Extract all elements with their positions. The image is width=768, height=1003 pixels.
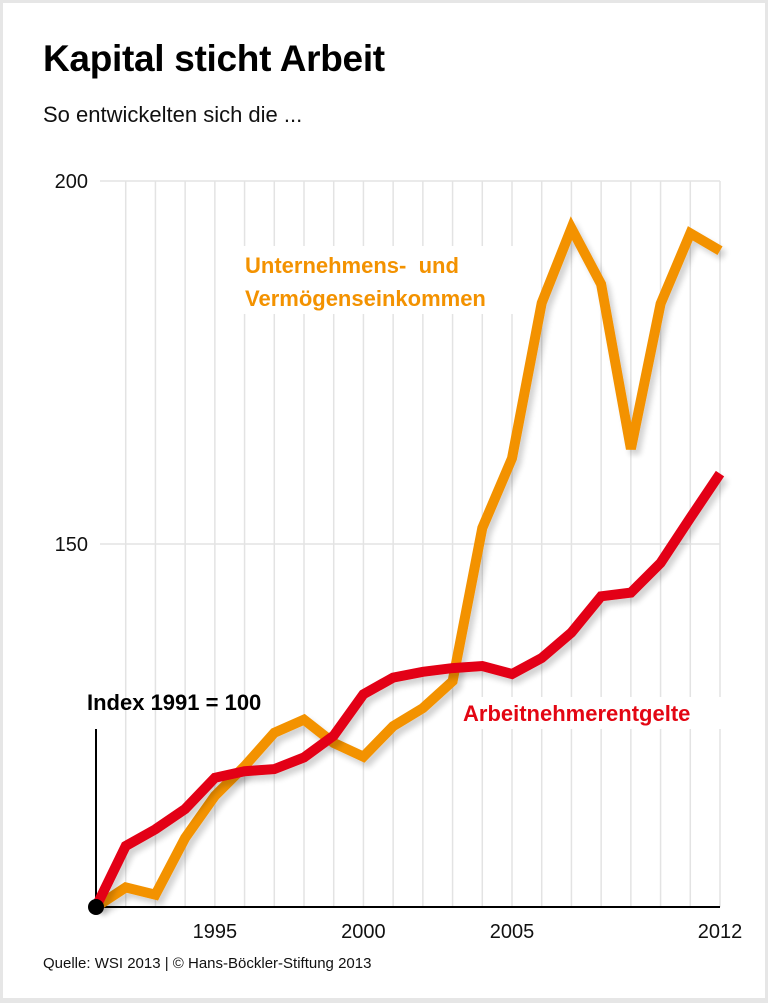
series-line-employee-compensation	[91, 470, 725, 910]
origin-dot	[88, 899, 104, 915]
x-tick-label: 1995	[193, 921, 238, 943]
grid	[100, 180, 721, 907]
y-tick-label: 200	[55, 171, 88, 193]
x-tick-label: 2000	[341, 921, 386, 943]
source-note: Quelle: WSI 2013 | © Hans-Böckler-Stiftu…	[43, 955, 372, 972]
x-tick-label: 2005	[490, 921, 535, 943]
chart-subtitle: So entwickelten sich die ...	[43, 102, 303, 127]
series-label-capital-income: Unternehmens- und	[245, 253, 459, 278]
label-background	[240, 246, 530, 314]
series-lines	[88, 216, 725, 915]
series-label-employee-compensation: Arbeitnehmerentgelte	[463, 701, 690, 726]
chart-card	[3, 3, 765, 998]
chart-title: Kapital sticht Arbeit	[43, 38, 385, 79]
series-line-capital-income	[93, 216, 723, 912]
x-tick-label: 2012	[698, 921, 743, 943]
series-label-capital-income: Vermögenseinkommen	[245, 286, 486, 311]
y-tick-label: 150	[55, 534, 88, 556]
axes	[95, 729, 720, 908]
labels: 150 200 1995 2000 2005 2012 Index 1991 = 100 Un…	[55, 171, 743, 943]
label-background	[458, 697, 730, 729]
index-note: Index 1991 = 100	[87, 690, 261, 715]
